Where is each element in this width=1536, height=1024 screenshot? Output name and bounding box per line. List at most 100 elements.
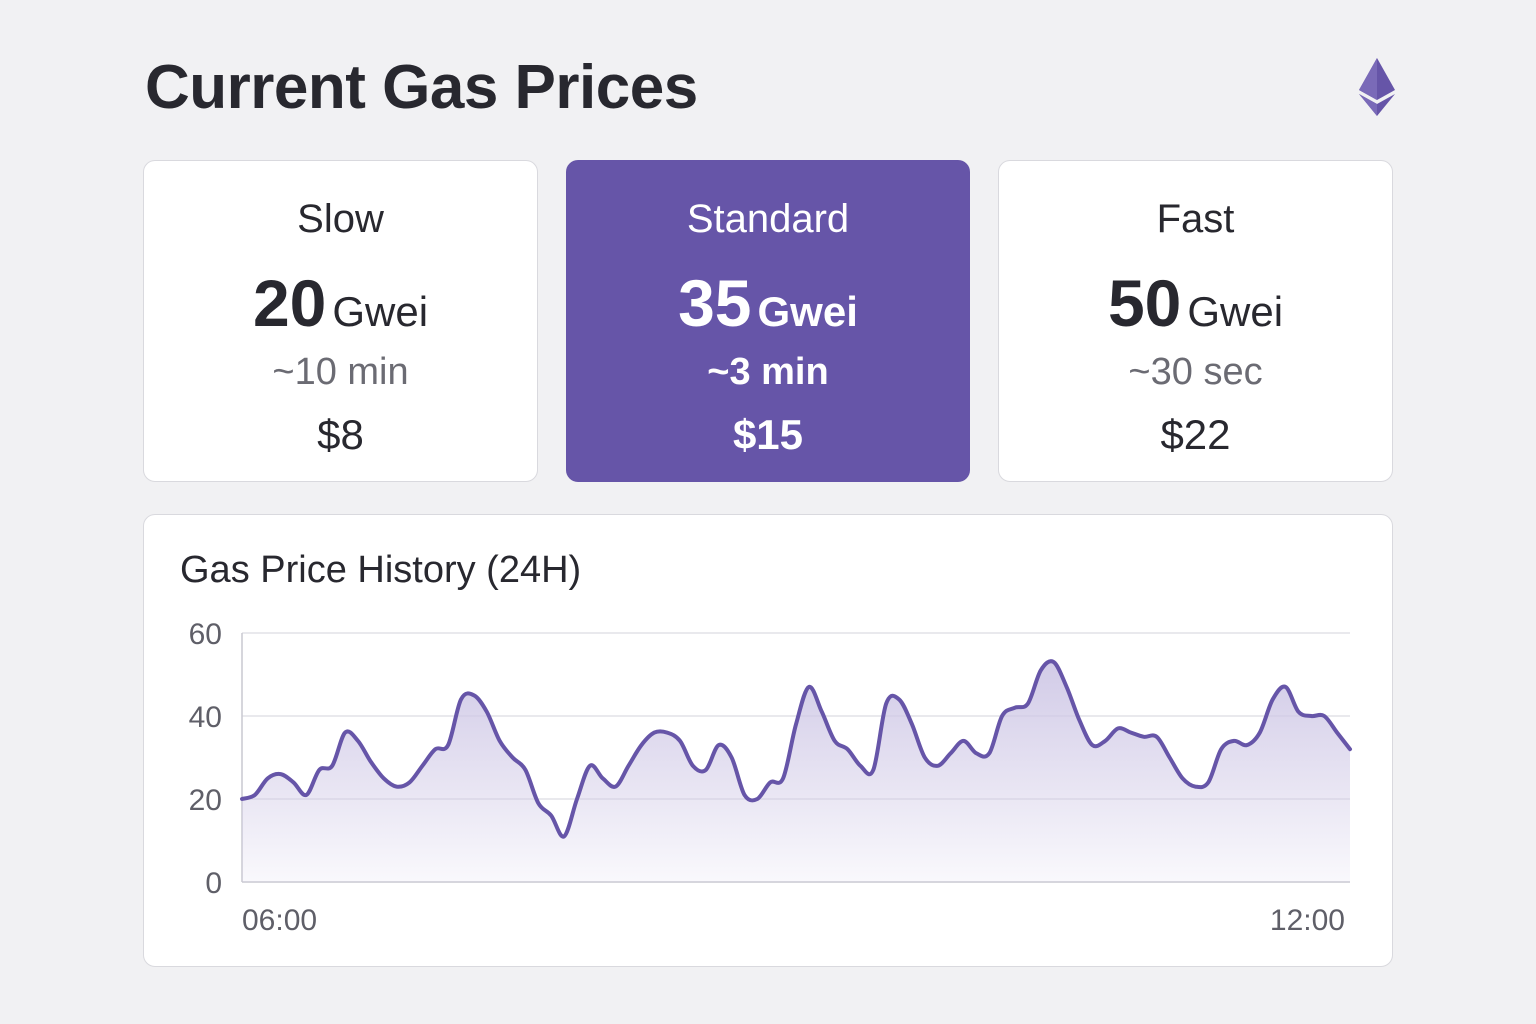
data-point [536, 801, 540, 805]
data-point [317, 768, 321, 772]
data-point [1309, 714, 1313, 718]
x-tick-label: 06:00 [242, 904, 317, 937]
data-point [871, 768, 875, 772]
data-point [614, 785, 618, 789]
series-line [240, 659, 1352, 839]
data-point [704, 768, 708, 772]
tier-price: 35 Gwei [567, 265, 969, 341]
data-point [1335, 731, 1339, 735]
data-point [627, 764, 631, 768]
data-point [974, 751, 978, 755]
data-point [408, 780, 412, 784]
data-point [446, 743, 450, 747]
data-point [846, 747, 850, 751]
data-point [420, 764, 424, 768]
y-tick-label: 40 [189, 701, 222, 734]
tier-card-fast[interactable]: Fast 50 Gwei ~30 sec $22 [998, 160, 1393, 482]
tier-card-standard[interactable]: Standard 35 Gwei ~3 min $15 [566, 160, 970, 482]
tier-price: 20 Gwei [144, 265, 537, 341]
tier-price-unit: Gwei [757, 288, 858, 335]
data-point [884, 702, 888, 706]
data-point [1258, 731, 1262, 735]
data-point [820, 710, 824, 714]
data-point [652, 731, 656, 735]
tier-price: 50 Gwei [999, 265, 1392, 341]
data-point [768, 780, 772, 784]
data-point [1181, 776, 1185, 780]
ethereum-icon [1359, 58, 1395, 116]
data-point [781, 776, 785, 780]
data-point [962, 739, 966, 743]
data-point [343, 731, 347, 735]
y-tick-label: 0 [205, 867, 222, 900]
tier-cost: $8 [317, 411, 364, 458]
data-point [356, 739, 360, 743]
data-point [858, 764, 862, 768]
y-tick-label: 60 [189, 618, 222, 651]
data-point [304, 793, 308, 797]
gas-history-chart: 0 20 40 60 06:00 12:00 [189, 618, 1352, 937]
tier-eta: ~10 min [272, 351, 409, 393]
data-point [665, 731, 669, 735]
data-point [369, 760, 373, 764]
data-point [897, 697, 901, 701]
tier-cost: $22 [1160, 411, 1231, 458]
tier-price-value: 35 [678, 266, 752, 340]
data-point [1129, 731, 1133, 735]
gas-history-panel: Gas Price History (24H) 0 20 40 60 06:00 12:0… [143, 514, 1393, 967]
series-area [242, 661, 1350, 882]
tier-name: Fast [1156, 197, 1235, 241]
data-point [382, 776, 386, 780]
tier-price-unit: Gwei [332, 288, 429, 335]
tier-card-slow[interactable]: Slow 20 Gwei ~10 min $8 [143, 160, 538, 482]
data-point [1052, 660, 1056, 664]
data-point [1284, 685, 1288, 689]
data-point [1026, 702, 1030, 706]
data-point [1065, 685, 1069, 689]
data-point [730, 756, 734, 760]
data-point [511, 756, 515, 760]
data-point [266, 776, 270, 780]
data-point [1116, 726, 1120, 730]
tier-eta: ~30 sec [1128, 351, 1263, 393]
tier-price-value: 20 [252, 266, 327, 340]
data-point [485, 710, 489, 714]
chart-title: Gas Price History (24H) [180, 549, 582, 591]
data-point [588, 764, 592, 768]
data-point [807, 685, 811, 689]
data-point [1193, 785, 1197, 789]
data-point [1219, 747, 1223, 751]
data-point [292, 780, 296, 784]
tier-eta: ~3 min [707, 351, 829, 393]
data-point [936, 764, 940, 768]
data-point [949, 751, 953, 755]
data-point [1168, 756, 1172, 760]
data-point [433, 747, 437, 751]
data-point [253, 793, 257, 797]
data-point [678, 739, 682, 743]
y-tick-label: 20 [189, 784, 222, 817]
data-point [459, 697, 463, 701]
data-point [330, 764, 334, 768]
data-point [1142, 735, 1146, 739]
data-point [562, 834, 566, 838]
data-point [395, 785, 399, 789]
data-point [743, 793, 747, 797]
data-point [1090, 743, 1094, 747]
data-point [717, 743, 721, 747]
tier-price-value: 50 [1107, 266, 1182, 340]
data-point [1000, 714, 1004, 718]
data-point [279, 772, 283, 776]
data-point [601, 776, 605, 780]
data-point [691, 764, 695, 768]
data-point [1271, 697, 1275, 701]
data-point [1103, 739, 1107, 743]
tier-cost: $15 [732, 411, 804, 458]
tier-price-unit: Gwei [1187, 288, 1284, 335]
data-point [755, 797, 759, 801]
data-point [987, 751, 991, 755]
data-point [575, 797, 579, 801]
data-point [1206, 780, 1210, 784]
data-point [549, 814, 553, 818]
data-point [1322, 714, 1326, 718]
